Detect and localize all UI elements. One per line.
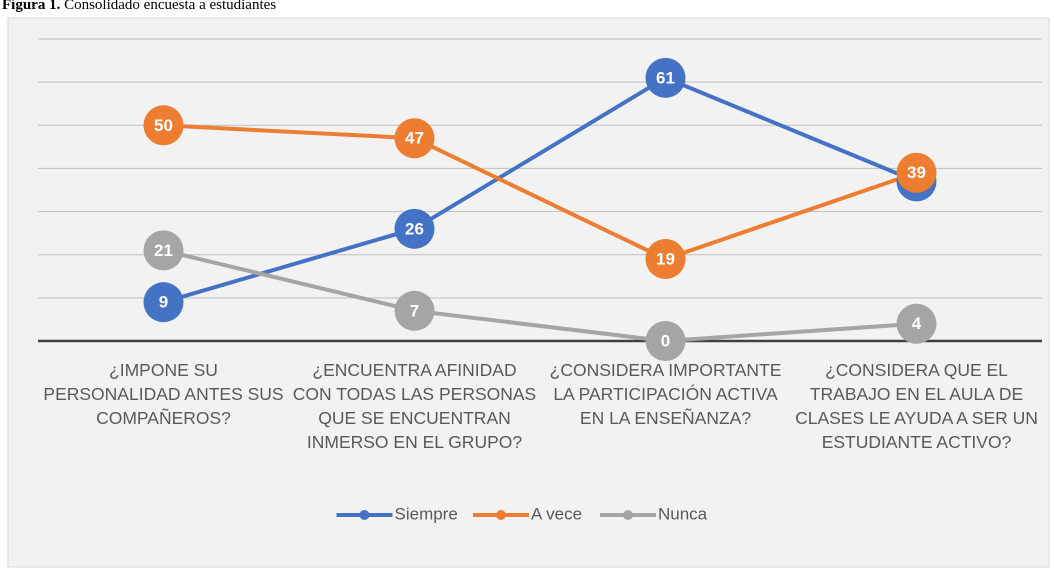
legend-label: Nunca (658, 504, 708, 523)
data-point (645, 321, 686, 361)
data-label: 7 (410, 301, 419, 320)
data-label: 0 (661, 332, 670, 351)
data-point (143, 282, 184, 323)
chart-area (7, 17, 1050, 568)
data-label: 9 (159, 293, 168, 312)
data-point (645, 57, 686, 98)
data-point (143, 105, 184, 146)
data-label: 26 (405, 219, 424, 238)
series-line (163, 123, 918, 262)
data-label: 50 (154, 116, 173, 135)
data-label: 21 (154, 241, 173, 260)
data-label: 61 (656, 68, 675, 87)
legend-marker (359, 510, 370, 520)
chart-title: Figura 1. Consolidado encuesta a estudia… (2, 0, 276, 13)
title-text: Consolidado encuesta a estudiantes (64, 0, 276, 13)
data-label: 4 (912, 314, 922, 333)
legend-marker (623, 510, 633, 520)
legend-label: A vece (531, 504, 582, 523)
data-label: 39 (907, 163, 926, 182)
data-point (394, 118, 435, 159)
data-point (394, 208, 435, 249)
series-line (163, 248, 917, 343)
legend-marker (496, 510, 506, 520)
data-point (896, 152, 937, 193)
x-tick-label: ¿CONSIDERA QUE EL TRABAJO EN EL AULA DE … (795, 360, 1038, 452)
data-label: 47 (405, 129, 424, 148)
x-tick-label: ¿ENCUENTRA AFINIDAD CON TODAS LAS PERSON… (292, 360, 537, 452)
data-point (896, 303, 937, 344)
x-tick-label: ¿CONSIDERA IMPORTANTE LA PARTICIPACIÓN A… (549, 360, 782, 428)
data-point (394, 290, 435, 331)
title-prefix: Figura 1. (2, 0, 61, 13)
x-tick-label: ¿IMPONE SU PERSONALIDAD ANTES SUS COMPAÑ… (43, 360, 284, 428)
data-point (143, 230, 184, 271)
data-point (645, 239, 686, 280)
data-label: 19 (656, 250, 675, 269)
legend-label: Siempre (395, 504, 458, 523)
series-line (162, 75, 918, 305)
